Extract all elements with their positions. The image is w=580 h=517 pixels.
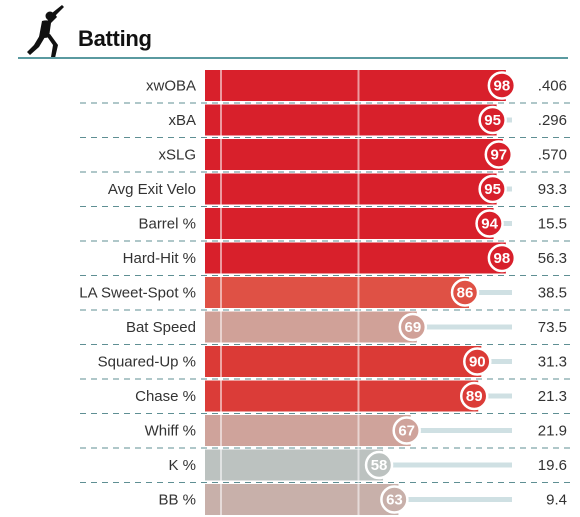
batter-silhouette-icon (27, 5, 64, 58)
percentile-bar (205, 415, 411, 446)
percentile-badge (398, 312, 428, 342)
percentile-badge (475, 209, 504, 238)
percentile-bar (205, 484, 399, 515)
metric-value: 9.4 (546, 492, 567, 509)
percentile-bar (205, 242, 506, 274)
metric-label: LA Sweet-Spot % (79, 285, 196, 302)
metric-value: .570 (538, 147, 567, 164)
metric-value: .296 (538, 112, 567, 129)
percentile-label: 97 (490, 147, 507, 164)
metric-label: Whiff % (145, 423, 196, 440)
percentile-bar (205, 449, 384, 481)
percentile-badge (487, 71, 517, 100)
section-title: Batting (78, 26, 152, 51)
percentile-label: 98 (494, 250, 511, 267)
percentile-bar (205, 70, 506, 101)
percentile-badge (364, 450, 394, 480)
metric-value: .406 (538, 78, 567, 95)
metric-value: 31.3 (538, 354, 567, 371)
percentile-label: 95 (484, 181, 501, 198)
metric-label: Hard-Hit % (123, 250, 196, 267)
section-header: Batting (0, 0, 580, 62)
metric-label: xBA (168, 112, 196, 129)
percentile-badge (484, 140, 514, 169)
metric-value: 38.5 (538, 285, 567, 302)
metric-value: 21.3 (538, 388, 567, 405)
percentile-bar-chart: xwOBA .406 xBA .296 xSLG .570 Avg Exit Velo 93.… (79, 68, 575, 517)
percentile-badge (380, 485, 409, 514)
metric-label: Bat Speed (126, 319, 196, 336)
percentile-label: 95 (484, 112, 501, 129)
percentile-label: 69 (404, 319, 421, 336)
percentile-badge (478, 105, 507, 135)
percentile-label: 90 (469, 354, 486, 371)
percentile-bar (205, 380, 479, 412)
percentile-bar (205, 346, 482, 377)
percentile-badge (459, 381, 489, 411)
percentile-label: 98 (494, 78, 511, 95)
metric-value: 15.5 (538, 216, 567, 233)
percentile-label: 63 (386, 492, 403, 509)
percentile-label: 86 (457, 285, 474, 302)
metric-label: Squared-Up % (98, 354, 196, 371)
metric-label: BB % (158, 492, 196, 509)
percentile-label: 58 (371, 457, 388, 474)
percentile-bar (205, 277, 470, 308)
percentile-badge (392, 416, 421, 445)
percentile-bar (205, 173, 497, 205)
metric-label: xwOBA (146, 78, 196, 95)
percentile-badge (478, 174, 507, 204)
metric-label: K % (168, 457, 196, 474)
percentile-badge (463, 347, 492, 376)
metric-label: Avg Exit Velo (108, 181, 196, 198)
metric-label: Barrel % (138, 216, 196, 233)
metric-value: 93.3 (538, 181, 567, 198)
metric-label: xSLG (158, 147, 196, 164)
percentile-badge (450, 278, 480, 307)
metric-label: Chase % (135, 388, 196, 405)
percentile-badge (487, 243, 517, 273)
percentile-bar (205, 139, 503, 170)
metric-value: 56.3 (538, 250, 567, 267)
percentile-bar (205, 104, 497, 136)
percentile-label: 89 (466, 388, 483, 405)
percentile-bar (205, 311, 417, 343)
percentile-label: 67 (398, 423, 415, 440)
metric-value: 19.6 (538, 457, 567, 474)
metric-value: 73.5 (538, 319, 567, 336)
metric-value: 21.9 (538, 423, 567, 440)
percentile-label: 94 (481, 216, 498, 233)
section-rule (18, 57, 568, 59)
percentile-bar (205, 208, 494, 239)
